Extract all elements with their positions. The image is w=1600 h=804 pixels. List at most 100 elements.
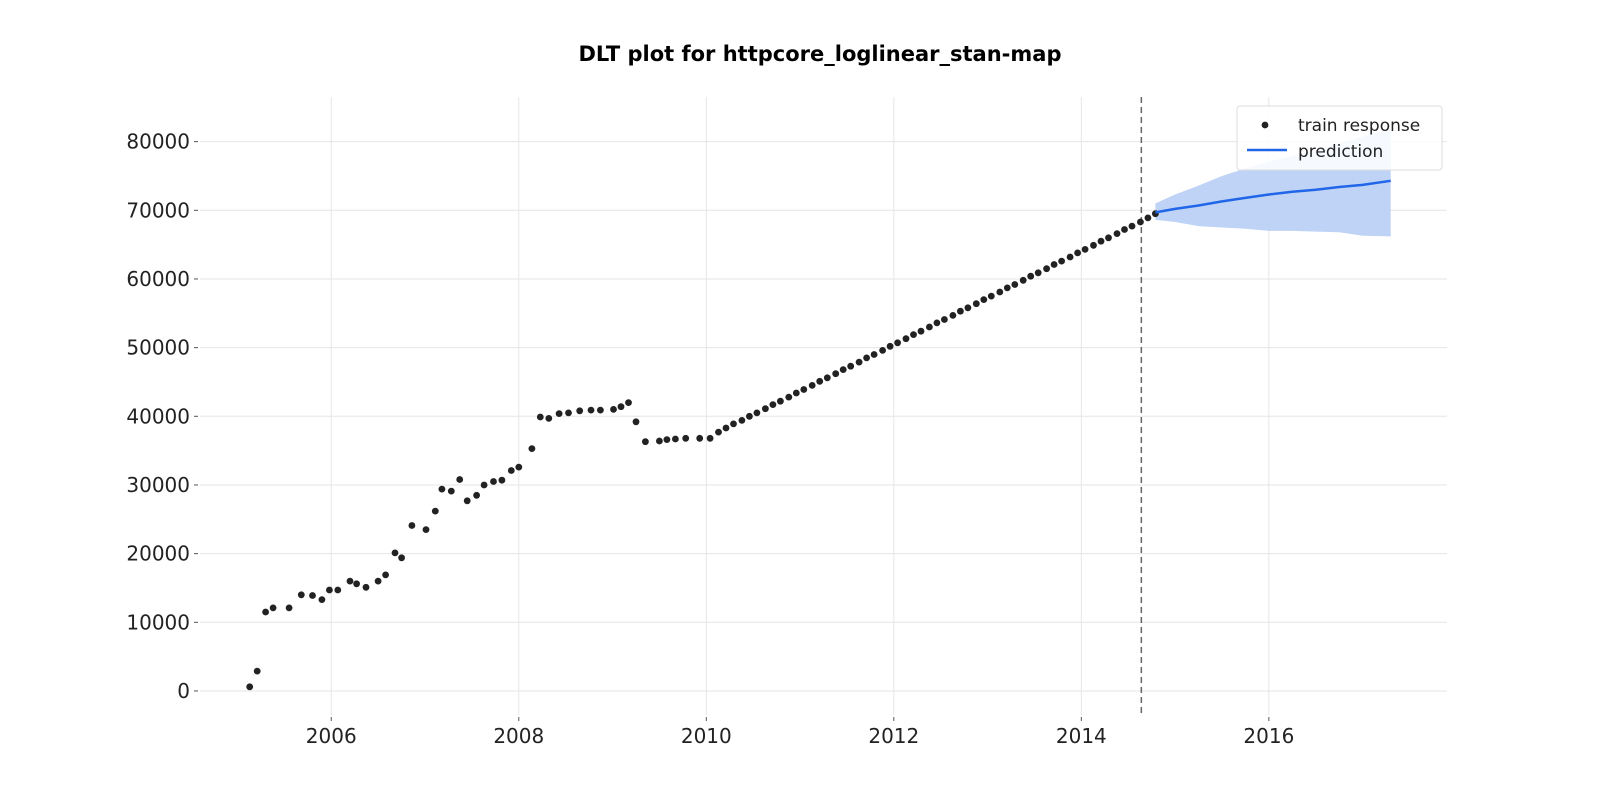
train-point-22 [456,476,464,483]
train-point-33 [555,410,563,417]
train-point-44 [663,436,671,443]
train-point-98 [1097,237,1105,245]
train-point-97 [1090,241,1097,249]
x-tick-label-4: 2014 [1056,724,1107,748]
train-point-52 [738,417,746,424]
train-point-23 [463,497,471,505]
train-point-92 [1050,261,1058,268]
train-point-53 [746,412,753,420]
train-point-8 [326,586,333,594]
train-point-88 [1019,276,1027,284]
train-point-49 [715,428,722,436]
train-point-11 [353,580,360,588]
train-point-100 [1113,230,1121,238]
x-tick-label-3: 2012 [868,724,919,748]
train-point-1 [253,667,261,675]
train-point-68 [863,354,870,362]
train-point-18 [422,526,430,533]
train-point-84 [987,292,995,300]
train-point-29 [515,463,523,471]
train-point-7 [318,596,326,603]
train-point-32 [545,415,553,422]
train-point-69 [870,351,878,358]
train-point-14 [382,571,389,579]
train-point-81 [964,304,972,312]
train-point-64 [832,370,840,378]
train-point-79 [949,312,957,319]
train-point-72 [894,339,901,347]
x-tick-label-2: 2010 [681,724,732,748]
train-point-45 [672,435,679,443]
train-point-62 [816,377,824,385]
y-tick-label-7: 70000 [126,198,190,222]
train-point-41 [632,418,640,426]
train-point-55 [762,405,769,413]
train-point-51 [730,420,737,428]
train-point-50 [722,424,730,432]
train-point-2 [262,608,269,616]
train-point-3 [269,604,277,612]
train-point-91 [1043,265,1050,273]
y-tick-label-0: 0 [177,679,190,703]
train-point-35 [576,407,584,415]
train-point-42 [642,438,649,446]
train-point-74 [910,331,917,338]
legend: train response prediction [1236,105,1443,171]
prediction-line-group [1155,179,1391,214]
train-point-78 [941,316,948,323]
train-point-6 [309,592,316,599]
train-point-17 [408,522,416,529]
train-point-95 [1074,249,1081,257]
train-point-58 [785,393,793,401]
train-point-60 [800,386,808,393]
y-tick-label-5: 50000 [126,336,190,360]
prediction-line [1155,179,1391,214]
train-point-28 [507,467,515,474]
train-point-86 [1003,284,1011,292]
train-point-102 [1128,222,1136,230]
train-point-0 [246,683,254,691]
train-point-20 [438,485,446,493]
train-point-89 [1027,272,1035,280]
train-point-82 [972,300,980,308]
train-point-80 [957,307,964,315]
train-point-47 [696,434,704,442]
train-point-65 [839,366,847,373]
train-point-5 [297,591,305,599]
train-point-21 [447,487,455,495]
train-point-19 [431,507,439,515]
train-point-31 [536,413,544,421]
train-point-27 [498,476,506,484]
train-point-26 [490,478,497,485]
train-point-39 [617,403,625,411]
train-point-77 [933,319,941,327]
legend-label-train: train response [1298,116,1420,136]
train-point-38 [610,406,617,413]
y-tick-label-1: 10000 [126,610,190,634]
train-point-10 [346,577,354,585]
train-point-61 [808,382,816,389]
train-point-34 [565,409,572,417]
train-point-16 [398,554,405,562]
y-tick-label-8: 80000 [126,130,190,154]
train-point-13 [374,577,382,585]
train-point-83 [980,296,988,303]
train-point-71 [886,342,894,350]
train-point-96 [1081,246,1089,253]
chart-title: DLT plot for httpcore_loglinear_stan-map [579,42,1062,66]
train-point-4 [285,604,293,612]
train-point-66 [847,362,855,370]
train-point-48 [706,434,714,442]
train-point-76 [926,323,933,331]
x-tick-label-0: 2006 [306,724,357,748]
train-point-93 [1058,257,1065,265]
y-tick-label-6: 60000 [126,267,190,291]
train-point-94 [1066,253,1074,261]
train-point-43 [656,437,663,445]
train-point-57 [777,397,784,405]
train-response-points [246,210,1159,691]
train-point-75 [917,327,925,335]
train-point-101 [1121,226,1128,233]
train-point-46 [682,434,690,442]
